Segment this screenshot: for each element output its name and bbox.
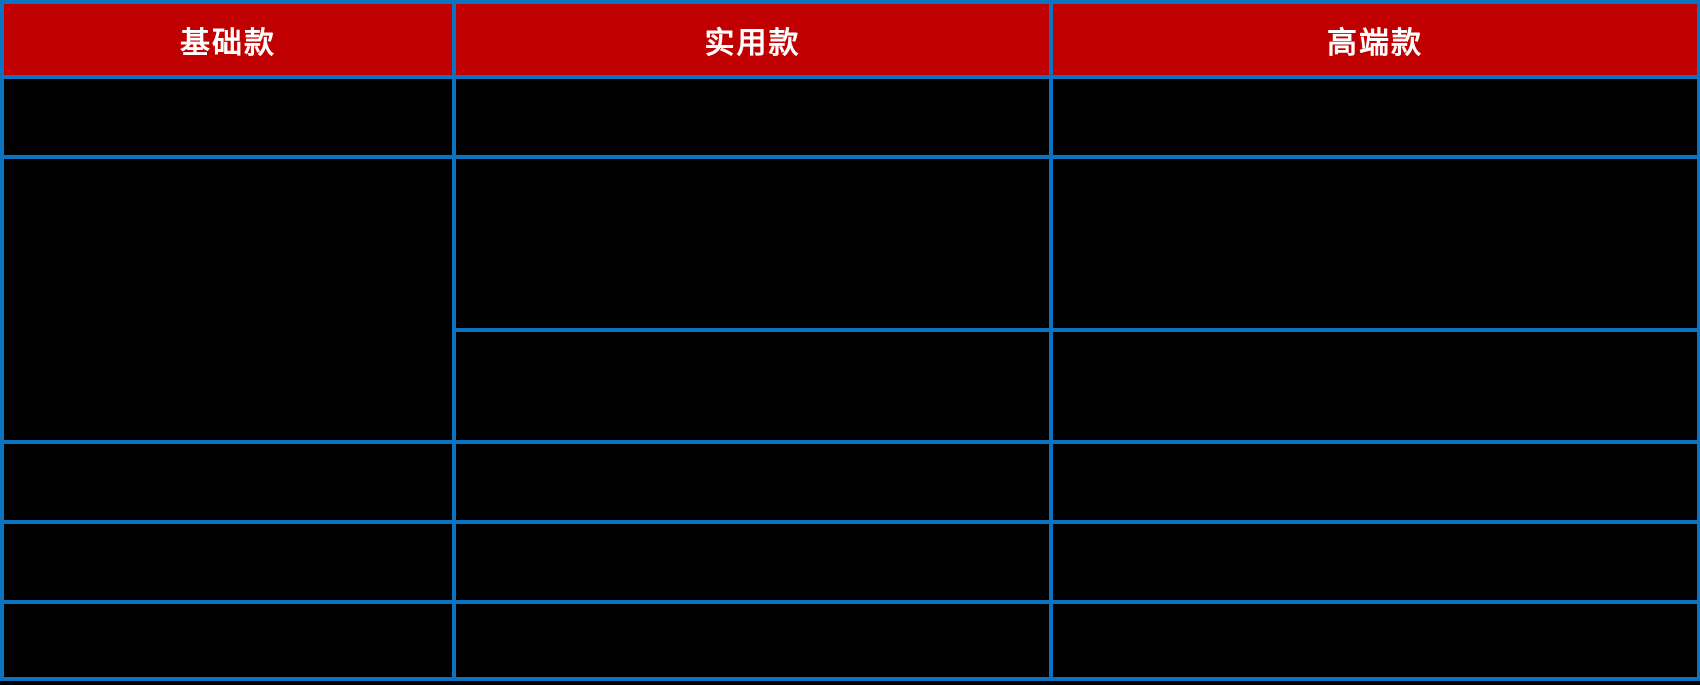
table-cell (1049, 328, 1700, 445)
table-cell (1049, 155, 1700, 333)
table-cell-merged (0, 155, 456, 445)
table-row (0, 74, 1700, 160)
table-cell (452, 519, 1053, 604)
table-cell (0, 74, 456, 160)
table-row (0, 155, 1700, 445)
table-cell (1049, 519, 1700, 604)
table-row (0, 519, 1700, 604)
table-cell (452, 74, 1053, 160)
table-cell (1049, 599, 1700, 682)
table-cell (0, 599, 456, 682)
header-cell-basic: 基础款 (0, 0, 456, 79)
header-cell-premium: 高端款 (1049, 0, 1700, 79)
table-cell (452, 440, 1053, 524)
table-cell (1049, 440, 1700, 524)
table-row (0, 440, 1700, 524)
table-row (2, 328, 1700, 445)
table-cell (0, 440, 456, 524)
table-cell (452, 599, 1053, 682)
header-row: 基础款 实用款 高端款 (0, 0, 1700, 79)
table-cell (0, 519, 456, 604)
table-cell (452, 155, 1053, 333)
table-row (0, 599, 1700, 682)
table-cell (1049, 74, 1700, 160)
table-cell (452, 328, 1053, 445)
header-cell-practical: 实用款 (452, 0, 1053, 79)
